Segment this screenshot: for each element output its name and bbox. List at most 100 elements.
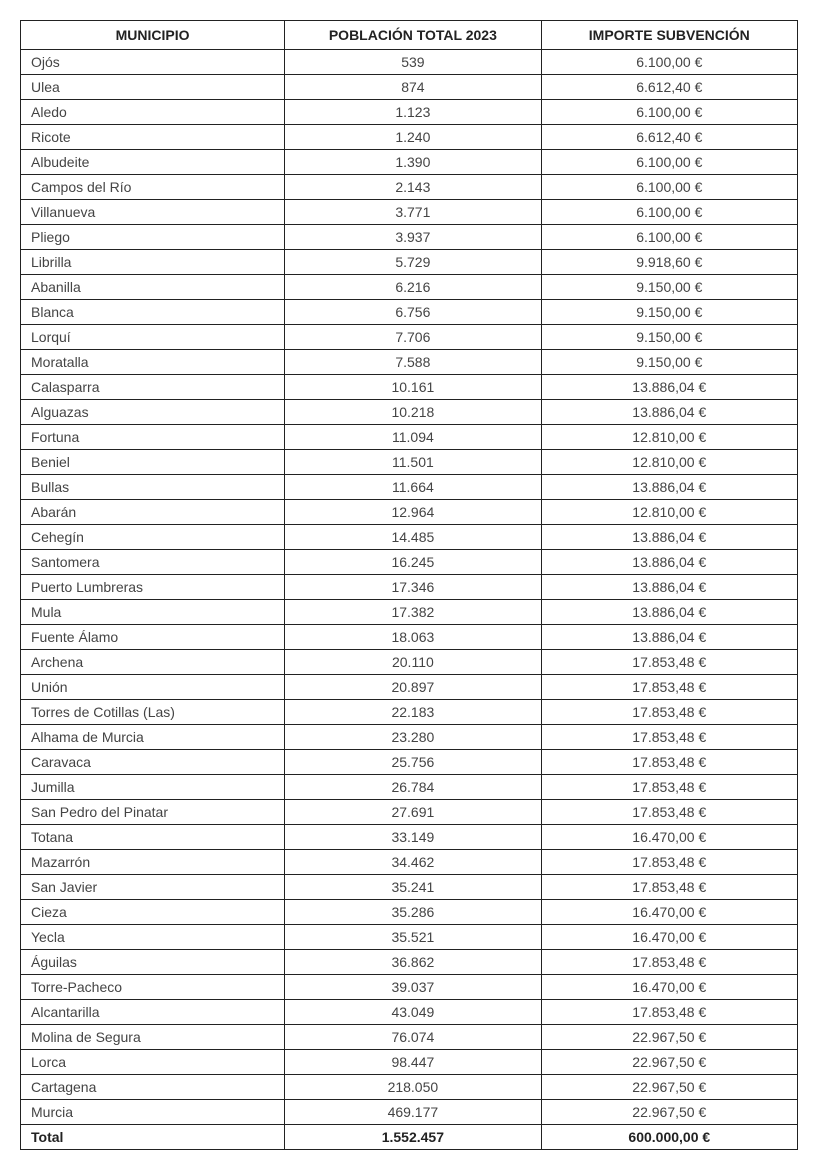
cell-importe: 6.100,00 € (541, 225, 797, 250)
cell-municipio: Blanca (21, 300, 285, 325)
cell-poblacion: 6.216 (285, 275, 541, 300)
table-row: Molina de Segura76.07422.967,50 € (21, 1025, 798, 1050)
cell-importe: 13.886,04 € (541, 600, 797, 625)
table-row: Torres de Cotillas (Las)22.18317.853,48 … (21, 700, 798, 725)
table-row: Cartagena218.05022.967,50 € (21, 1075, 798, 1100)
cell-importe: 16.470,00 € (541, 975, 797, 1000)
cell-municipio: Jumilla (21, 775, 285, 800)
table-row: Abarán12.96412.810,00 € (21, 500, 798, 525)
cell-municipio: Archena (21, 650, 285, 675)
cell-importe: 13.886,04 € (541, 575, 797, 600)
cell-poblacion: 11.501 (285, 450, 541, 475)
cell-importe: 17.853,48 € (541, 850, 797, 875)
cell-municipio: Lorca (21, 1050, 285, 1075)
table-row: Mula17.38213.886,04 € (21, 600, 798, 625)
cell-importe: 6.100,00 € (541, 100, 797, 125)
cell-importe: 22.967,50 € (541, 1025, 797, 1050)
cell-importe: 17.853,48 € (541, 800, 797, 825)
cell-municipio: Calasparra (21, 375, 285, 400)
total-importe: 600.000,00 € (541, 1125, 797, 1150)
cell-importe: 17.853,48 € (541, 750, 797, 775)
cell-poblacion: 12.964 (285, 500, 541, 525)
cell-importe: 6.100,00 € (541, 200, 797, 225)
cell-poblacion: 98.447 (285, 1050, 541, 1075)
table-row: Puerto Lumbreras17.34613.886,04 € (21, 575, 798, 600)
cell-poblacion: 874 (285, 75, 541, 100)
table-row: Campos del Río2.1436.100,00 € (21, 175, 798, 200)
cell-municipio: Ulea (21, 75, 285, 100)
cell-poblacion: 11.664 (285, 475, 541, 500)
header-municipio: MUNICIPIO (21, 21, 285, 50)
cell-municipio: Águilas (21, 950, 285, 975)
cell-poblacion: 14.485 (285, 525, 541, 550)
table-body: Ojós5396.100,00 €Ulea8746.612,40 €Aledo1… (21, 50, 798, 1150)
table-header: MUNICIPIO POBLACIÓN TOTAL 2023 IMPORTE S… (21, 21, 798, 50)
cell-poblacion: 3.771 (285, 200, 541, 225)
cell-importe: 17.853,48 € (541, 675, 797, 700)
cell-poblacion: 539 (285, 50, 541, 75)
cell-poblacion: 22.183 (285, 700, 541, 725)
total-label: Total (21, 1125, 285, 1150)
cell-importe: 17.853,48 € (541, 700, 797, 725)
cell-poblacion: 469.177 (285, 1100, 541, 1125)
table-row: Lorca98.44722.967,50 € (21, 1050, 798, 1075)
cell-poblacion: 35.241 (285, 875, 541, 900)
cell-poblacion: 35.286 (285, 900, 541, 925)
cell-poblacion: 10.161 (285, 375, 541, 400)
cell-importe: 16.470,00 € (541, 925, 797, 950)
cell-importe: 13.886,04 € (541, 400, 797, 425)
cell-poblacion: 17.382 (285, 600, 541, 625)
cell-importe: 17.853,48 € (541, 650, 797, 675)
table-row: Bullas11.66413.886,04 € (21, 475, 798, 500)
cell-municipio: Alcantarilla (21, 1000, 285, 1025)
cell-importe: 16.470,00 € (541, 900, 797, 925)
table-row: Fortuna11.09412.810,00 € (21, 425, 798, 450)
cell-municipio: Murcia (21, 1100, 285, 1125)
header-poblacion: POBLACIÓN TOTAL 2023 (285, 21, 541, 50)
cell-municipio: Aledo (21, 100, 285, 125)
cell-poblacion: 18.063 (285, 625, 541, 650)
table-row: Jumilla26.78417.853,48 € (21, 775, 798, 800)
table-row: Calasparra10.16113.886,04 € (21, 375, 798, 400)
table-row: Albudeite1.3906.100,00 € (21, 150, 798, 175)
cell-poblacion: 16.245 (285, 550, 541, 575)
cell-importe: 9.150,00 € (541, 325, 797, 350)
table-row: Cieza35.28616.470,00 € (21, 900, 798, 925)
table-row: Fuente Álamo18.06313.886,04 € (21, 625, 798, 650)
cell-importe: 17.853,48 € (541, 775, 797, 800)
table-row: Cehegín14.48513.886,04 € (21, 525, 798, 550)
cell-municipio: Cieza (21, 900, 285, 925)
cell-importe: 13.886,04 € (541, 475, 797, 500)
cell-municipio: Yecla (21, 925, 285, 950)
cell-municipio: Ojós (21, 50, 285, 75)
cell-poblacion: 218.050 (285, 1075, 541, 1100)
cell-poblacion: 6.756 (285, 300, 541, 325)
cell-municipio: Unión (21, 675, 285, 700)
table-row: Totana33.14916.470,00 € (21, 825, 798, 850)
cell-municipio: Fortuna (21, 425, 285, 450)
table-row: Archena20.11017.853,48 € (21, 650, 798, 675)
table-row: Unión20.89717.853,48 € (21, 675, 798, 700)
cell-poblacion: 1.390 (285, 150, 541, 175)
table-row: Ojós5396.100,00 € (21, 50, 798, 75)
table-row: Alhama de Murcia23.28017.853,48 € (21, 725, 798, 750)
cell-municipio: Totana (21, 825, 285, 850)
cell-importe: 17.853,48 € (541, 950, 797, 975)
cell-importe: 13.886,04 € (541, 375, 797, 400)
table-row: Mazarrón34.46217.853,48 € (21, 850, 798, 875)
table-row: Lorquí7.7069.150,00 € (21, 325, 798, 350)
cell-poblacion: 27.691 (285, 800, 541, 825)
header-importe: IMPORTE SUBVENCIÓN (541, 21, 797, 50)
cell-municipio: Bullas (21, 475, 285, 500)
cell-poblacion: 17.346 (285, 575, 541, 600)
cell-municipio: Pliego (21, 225, 285, 250)
table-row: Beniel11.50112.810,00 € (21, 450, 798, 475)
table-total-row: Total1.552.457600.000,00 € (21, 1125, 798, 1150)
cell-municipio: Alguazas (21, 400, 285, 425)
cell-municipio: Abarán (21, 500, 285, 525)
cell-importe: 22.967,50 € (541, 1050, 797, 1075)
cell-poblacion: 1.240 (285, 125, 541, 150)
cell-poblacion: 35.521 (285, 925, 541, 950)
cell-municipio: Abanilla (21, 275, 285, 300)
cell-poblacion: 1.123 (285, 100, 541, 125)
